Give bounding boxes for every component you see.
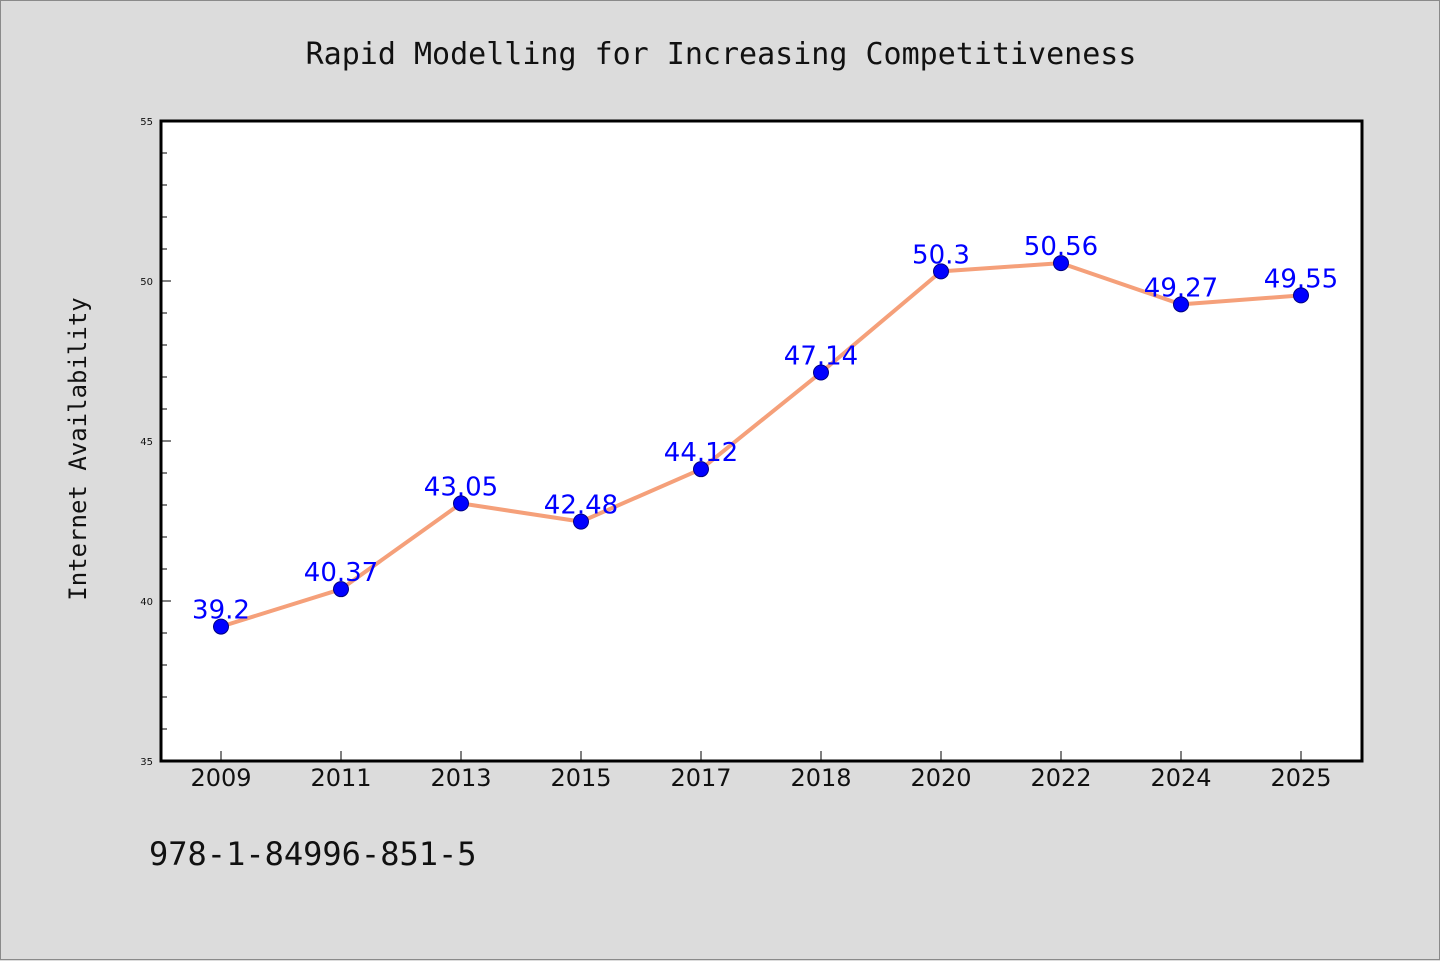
- chart-title: Rapid Modelling for Increasing Competiti…: [306, 37, 1137, 72]
- data-label: 50.3: [912, 240, 970, 270]
- data-point: [1053, 255, 1069, 272]
- x-tick-label: 2017: [670, 764, 731, 792]
- x-axis-ticks: 2009 2011 2013 2015 2017 2018 2020 2022 2024 2025: [190, 751, 1332, 792]
- data-label: 39.2: [192, 596, 250, 626]
- data-point: [453, 495, 469, 512]
- data-point: [813, 364, 829, 381]
- data-label: 50.56: [1024, 232, 1098, 262]
- data-point: [573, 513, 589, 530]
- data-point: [933, 263, 949, 280]
- data-label: 42.48: [544, 491, 618, 521]
- data-label: 43.05: [424, 472, 498, 502]
- series-layer: 39.2 40.37 43.05 42.48 44.12 47.14 50.3 50.56 49…: [192, 232, 1338, 635]
- x-tick-label: 2011: [310, 764, 371, 792]
- y-tick-label: 50: [140, 277, 153, 288]
- y-tick-label: 45: [140, 437, 153, 448]
- x-tick-label: 2015: [550, 764, 611, 792]
- y-axis-ticks: 35 40 45 50 55: [140, 117, 171, 768]
- y-tick-label: 55: [140, 117, 153, 128]
- x-tick-label: 2018: [790, 764, 851, 792]
- y-tick-label: 40: [140, 597, 153, 608]
- data-label: 49.27: [1144, 273, 1218, 303]
- data-point: [213, 618, 229, 635]
- plot-area: [159, 119, 1364, 763]
- data-point: [1173, 296, 1189, 313]
- y-tick-label: 35: [140, 757, 153, 768]
- x-tick-label: 2009: [190, 764, 251, 792]
- data-point: [1293, 287, 1309, 304]
- data-label: 40.37: [304, 558, 378, 588]
- data-label: 49.55: [1264, 264, 1338, 294]
- x-tick-label: 2025: [1270, 764, 1331, 792]
- x-tick-label: 2024: [1150, 764, 1211, 792]
- y-axis-label: Internet Availability: [64, 297, 92, 600]
- data-label: 44.12: [664, 438, 738, 468]
- footnote-isbn: 978-1-84996-851-5: [149, 835, 477, 873]
- series-line: [219, 261, 1303, 629]
- data-point: [333, 581, 349, 598]
- x-tick-label: 2020: [910, 764, 971, 792]
- data-label: 47.14: [784, 342, 858, 372]
- x-tick-label: 2022: [1030, 764, 1091, 792]
- x-tick-label: 2013: [430, 764, 491, 792]
- data-point: [693, 461, 709, 478]
